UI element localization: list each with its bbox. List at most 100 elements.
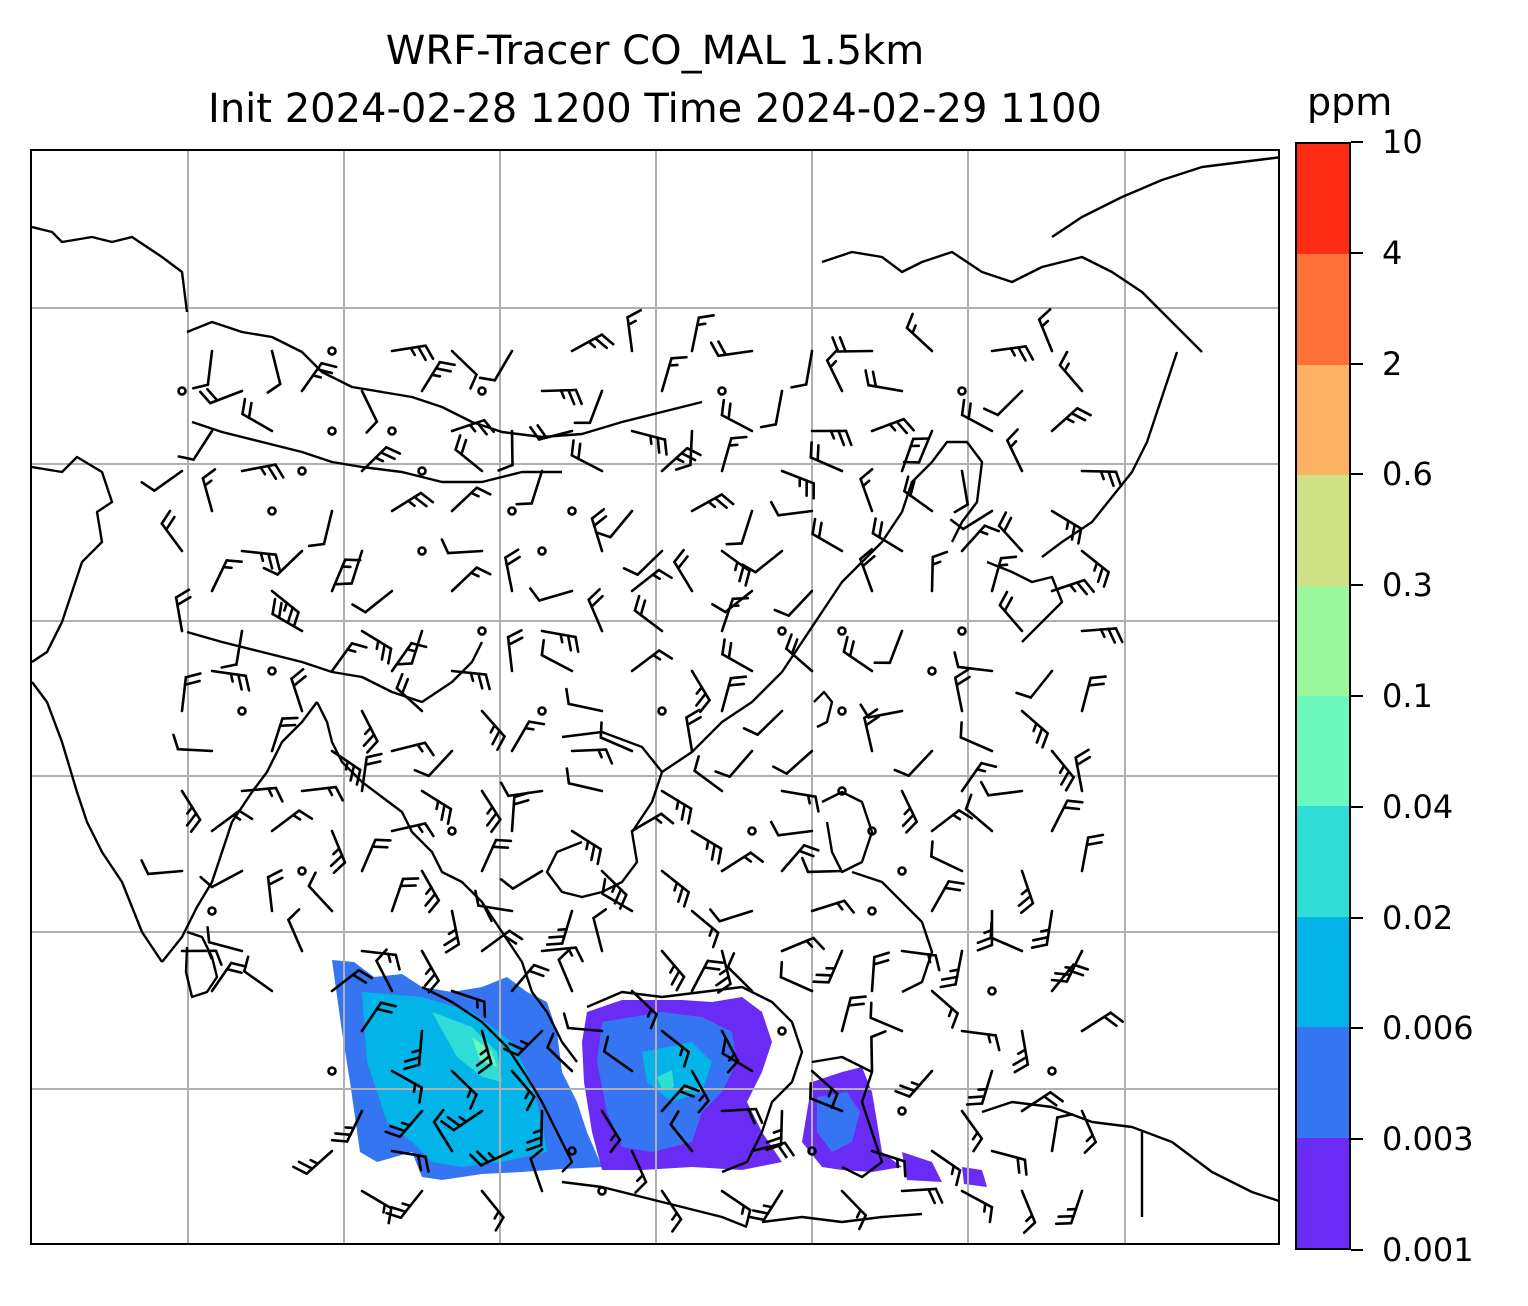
- wind-barb: [360, 949, 401, 971]
- concentration-patch: [642, 1042, 712, 1102]
- wind-barb: [690, 493, 735, 513]
- wind-barb-staff: [601, 892, 634, 913]
- wind-barb: [929, 840, 964, 873]
- wind-barb: [594, 509, 634, 539]
- wind-barb-staff: [330, 829, 347, 864]
- wind-barb: [478, 349, 514, 382]
- wind-barb-flag: [565, 687, 571, 706]
- wind-barb: [480, 929, 524, 953]
- coastline-segment: [811, 1055, 884, 1179]
- wind-barb-flag: [611, 882, 617, 894]
- wind-barb-flag: [214, 949, 223, 967]
- wind-barb-flag: [847, 1002, 866, 1007]
- wind-barb-staff: [660, 1189, 683, 1221]
- calm-wind-marker: [897, 866, 907, 876]
- colorbar-tick: [1351, 1027, 1363, 1030]
- wind-barb-flag: [1013, 1063, 1030, 1074]
- wind-barb: [780, 469, 816, 500]
- wind-barb-flag: [307, 871, 317, 888]
- wind-barb-flag: [622, 566, 639, 577]
- wind-barb: [210, 961, 248, 993]
- wind-barb: [1080, 1011, 1124, 1033]
- wind-barb: [262, 549, 304, 576]
- calm-wind-marker: [477, 626, 487, 636]
- wind-barb: [725, 509, 754, 546]
- wind-barb-staff: [1080, 1109, 1097, 1144]
- coastline-segment: [1041, 351, 1179, 558]
- wind-barb-flag: [1016, 1048, 1027, 1056]
- wind-barb-staff: [720, 436, 733, 473]
- wind-barb-flag: [297, 1160, 314, 1171]
- wind-barb-staff: [399, 1189, 424, 1219]
- wind-barb-flag: [411, 1048, 422, 1054]
- coastline-segment: [421, 985, 574, 1173]
- wind-barb-staff: [479, 1149, 514, 1167]
- wind-barb-staff: [780, 843, 806, 873]
- wind-barb-flag: [901, 813, 915, 828]
- wind-barb-flag: [394, 953, 401, 971]
- wind-barb-staff: [390, 1069, 424, 1089]
- concentration-patch: [432, 1012, 502, 1082]
- wind-barb: [390, 491, 435, 513]
- wind-barb: [330, 642, 368, 673]
- wind-barb-flag: [320, 361, 338, 369]
- wind-barb-staff: [364, 589, 394, 614]
- colorbar-tick: [1351, 805, 1363, 808]
- wind-barb-flag: [334, 785, 345, 802]
- chart-title-line2: Init 2024-02-28 1200 Time 2024-02-29 110…: [208, 86, 1102, 132]
- wind-barb-staff: [840, 996, 853, 1033]
- wind-barb-staff: [210, 961, 233, 993]
- wind-barb-staff: [270, 589, 300, 614]
- wind-barb-staff: [235, 629, 244, 666]
- wind-barb-flag: [727, 641, 733, 660]
- wind-barb: [997, 511, 1024, 553]
- wind-barb-staff: [827, 949, 844, 984]
- wind-barb: [750, 1141, 795, 1159]
- calm-wind-marker: [297, 466, 307, 476]
- coastline-segment: [32, 225, 189, 313]
- wind-barb-flag: [855, 1208, 862, 1219]
- wind-barb-flag: [400, 677, 410, 695]
- wind-barb-flag: [375, 948, 388, 963]
- wind-barb-flag: [731, 596, 750, 601]
- wind-barb: [570, 439, 604, 473]
- wind-barb: [1080, 627, 1124, 644]
- wind-barb-flag: [950, 1164, 956, 1176]
- wind-barb: [420, 789, 453, 826]
- colorbar-tick-label: 0.02: [1382, 898, 1454, 937]
- wind-barb: [685, 708, 702, 753]
- wind-barb: [1017, 869, 1035, 915]
- wind-barb-staff: [930, 1149, 962, 1172]
- wind-barb-flag: [721, 638, 726, 656]
- wind-barb-staff: [900, 789, 919, 824]
- wind-barb-staff: [446, 549, 484, 555]
- wind-barb-flag: [776, 1143, 788, 1159]
- wind-barb-staff: [660, 1084, 686, 1113]
- wind-barb-flag: [601, 877, 607, 896]
- wind-barb-staff: [900, 949, 938, 957]
- wind-barb-flag: [634, 1180, 648, 1194]
- wind-barb-flag: [673, 548, 685, 564]
- wind-barb-staff: [427, 749, 454, 778]
- coastline-segment: [761, 1212, 923, 1224]
- wind-barb-staff: [290, 677, 304, 713]
- colorbar-band-4: [1297, 695, 1349, 807]
- wind-barb-flag: [1009, 439, 1018, 449]
- wind-barb-staff: [842, 650, 874, 673]
- calm-wind-marker: [567, 1146, 577, 1156]
- wind-barb: [395, 629, 424, 666]
- wind-barb-flag: [334, 1132, 352, 1137]
- wind-barb-flag: [825, 348, 839, 362]
- wind-barb-flag: [419, 491, 435, 504]
- wind-barb-staff: [305, 1149, 334, 1176]
- wind-barb-flag: [635, 1173, 645, 1183]
- wind-barb-staff: [160, 522, 184, 553]
- wind-barb: [810, 429, 853, 447]
- wind-barb: [900, 949, 941, 972]
- wind-barb: [660, 789, 693, 825]
- wind-barb-staff: [997, 524, 1024, 553]
- wind-barb-staff: [869, 1016, 904, 1033]
- wind-barb-flag: [1096, 566, 1104, 584]
- wind-barb: [469, 1149, 514, 1167]
- wind-barb-staff: [609, 509, 634, 539]
